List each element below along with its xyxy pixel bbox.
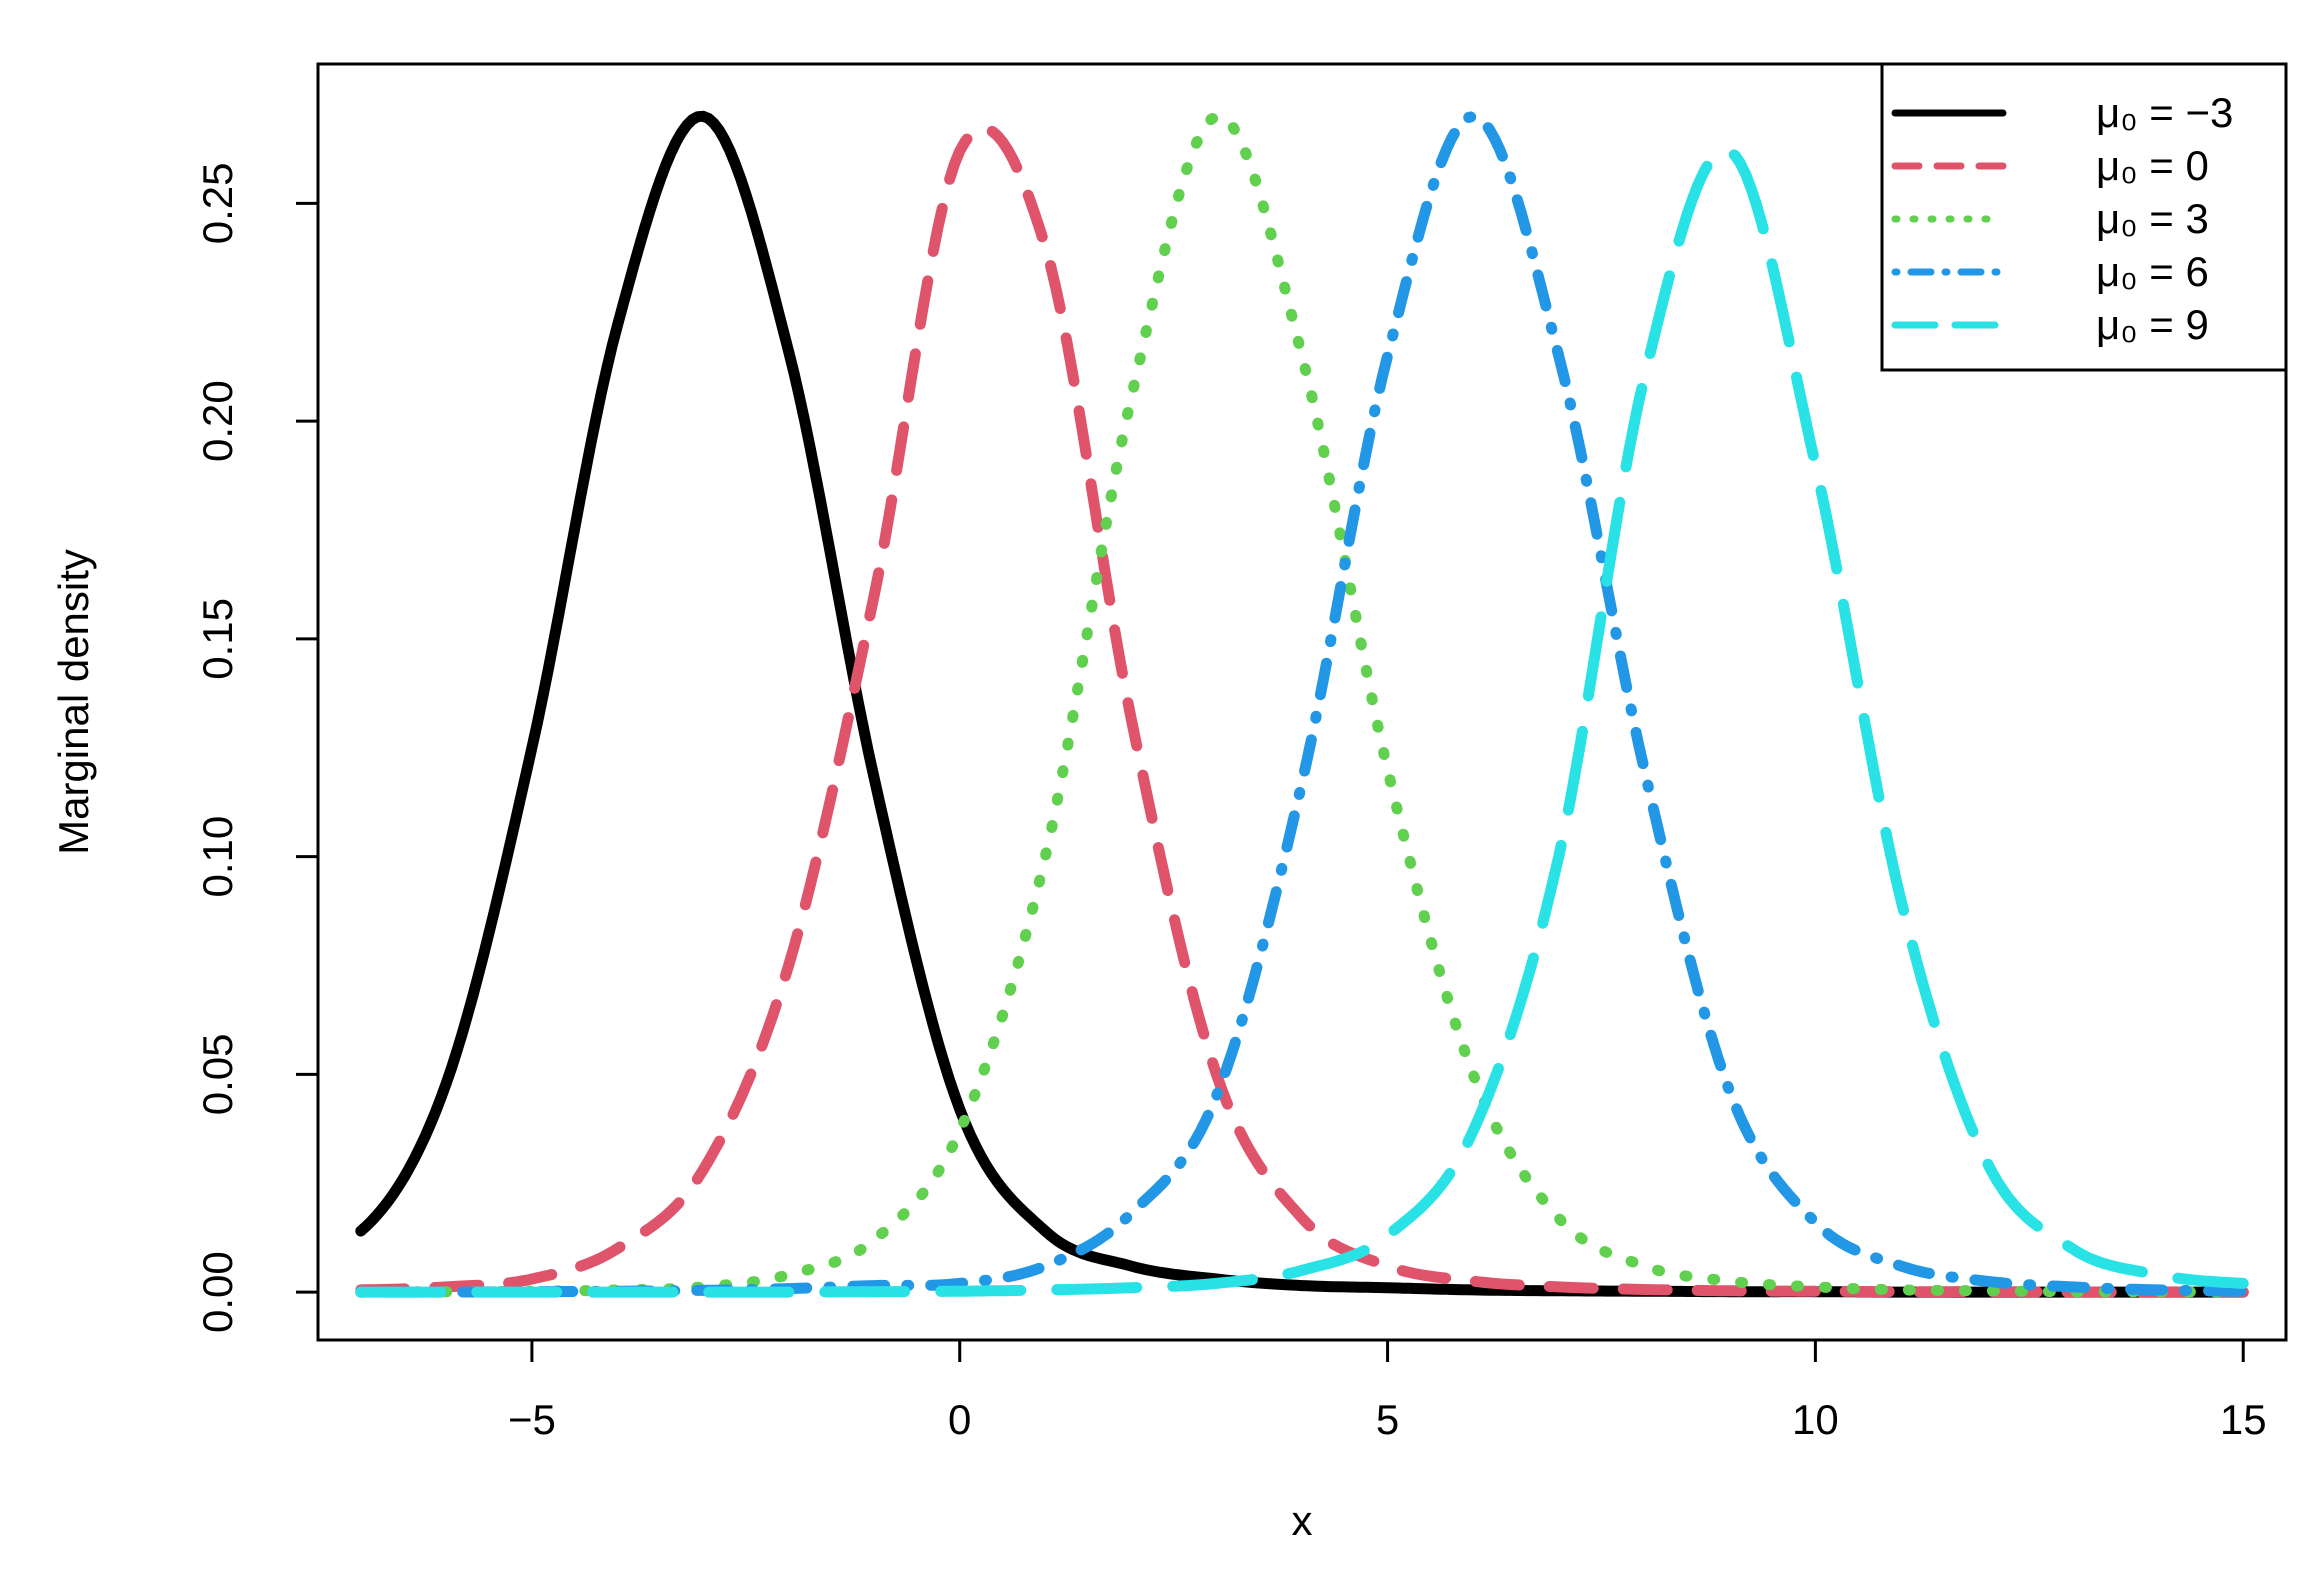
x-tick-label: 0 [948, 1396, 971, 1443]
legend-label-2: μ₀ = 3 [2096, 195, 2209, 242]
x-tick-label: 15 [2220, 1396, 2267, 1443]
y-axis-label: Marginal density [50, 549, 97, 855]
legend: μ₀ = −3 μ₀ = 0 μ₀ = 3 μ₀ = 6 μ₀ = 9 [1880, 62, 2288, 372]
y-tick-label: 0.25 [194, 162, 241, 244]
y-tick-label: 0.15 [194, 598, 241, 680]
x-tick-label: 5 [1376, 1396, 1399, 1443]
legend-label-4: μ₀ = 9 [2096, 301, 2209, 348]
legend-label-1: μ₀ = 0 [2096, 142, 2209, 189]
x-tick-label: 10 [1792, 1396, 1839, 1443]
y-tick-label: 0.10 [194, 816, 241, 898]
x-axis: −5 0 5 10 15 [508, 1338, 2267, 1443]
series-line-4 [355, 144, 2249, 1298]
y-tick-label: 0.00 [194, 1251, 241, 1333]
legend-label-3: μ₀ = 6 [2096, 248, 2209, 295]
y-tick-label: 0.20 [194, 380, 241, 462]
legend-label-0: μ₀ = −3 [2096, 89, 2233, 136]
x-axis-label: x [1292, 1497, 1313, 1544]
x-tick-label: −5 [508, 1396, 556, 1443]
series-line-1 [355, 122, 2249, 1298]
series-layer [355, 110, 2249, 1298]
y-axis: 0.00 0.05 0.10 0.15 0.20 0.25 [194, 162, 320, 1333]
y-tick-label: 0.05 [194, 1033, 241, 1115]
